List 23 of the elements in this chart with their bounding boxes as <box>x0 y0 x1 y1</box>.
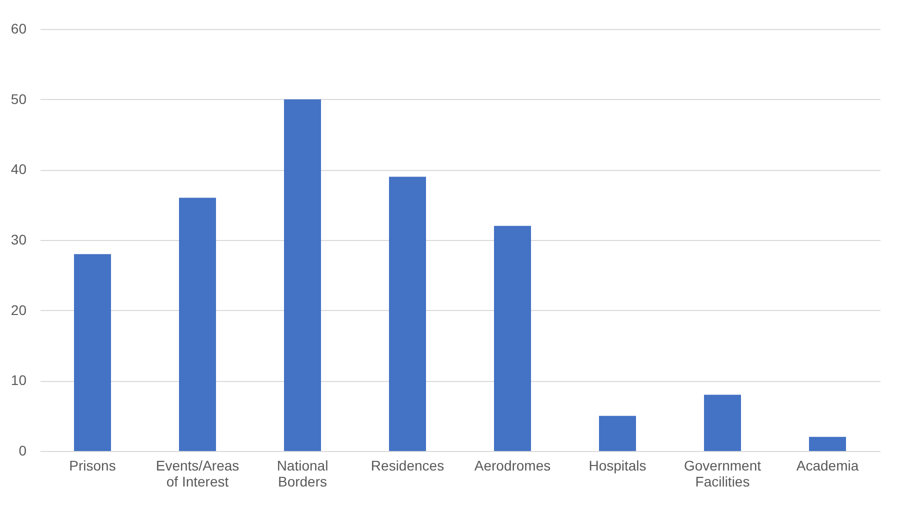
y-tick-label: 0 <box>18 442 27 458</box>
y-tick-label: 60 <box>10 20 27 36</box>
y-tick-label: 10 <box>10 372 27 388</box>
bar <box>74 254 111 451</box>
bar <box>284 99 321 451</box>
bar <box>179 198 216 451</box>
y-tick-label: 20 <box>10 302 27 318</box>
x-tick-label: Government Facilities <box>684 458 762 490</box>
x-tick-label: National Borders <box>276 458 328 490</box>
bar <box>599 416 636 451</box>
x-tick-label: Prisons <box>69 458 116 474</box>
y-tick-label: 50 <box>10 90 27 107</box>
y-tick-label: 40 <box>10 161 27 178</box>
y-tick-label: 30 <box>10 232 27 248</box>
x-tick-label: Academia <box>796 458 859 474</box>
bar <box>389 176 426 451</box>
x-tick-label: Residences <box>370 458 444 474</box>
bar <box>494 226 531 451</box>
x-tick-label: Aerodromes <box>474 458 551 474</box>
bar <box>704 394 741 451</box>
x-tick-label: Hospitals <box>588 458 646 474</box>
x-tick-label: Events/Areas of Interest <box>156 458 240 490</box>
bar <box>809 436 846 451</box>
